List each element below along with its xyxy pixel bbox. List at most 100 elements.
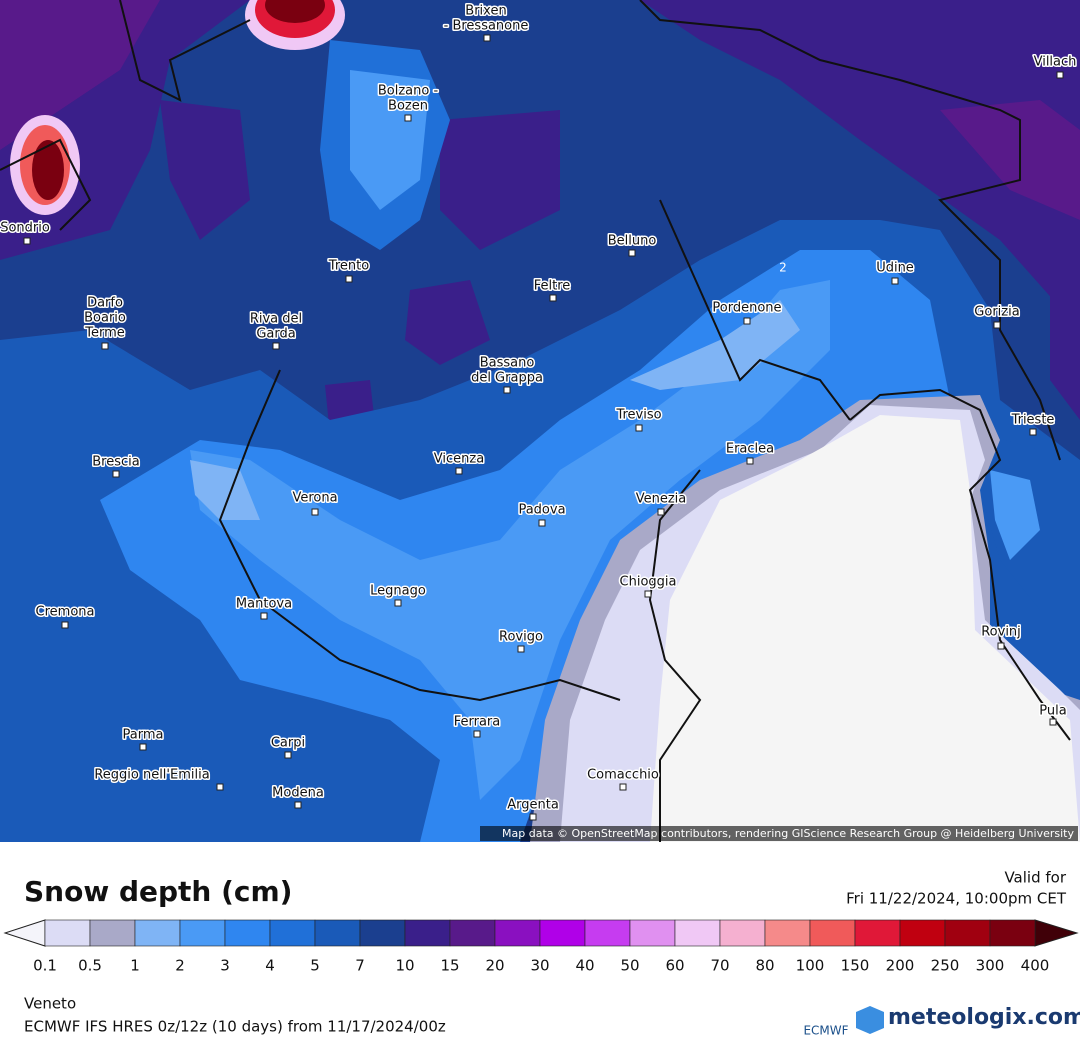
legend-tick-label: 400	[1021, 957, 1050, 975]
city-label: Eraclea	[726, 442, 774, 457]
city-marker	[101, 342, 109, 350]
map	[0, 0, 1080, 842]
title: Snow depth (cm)	[24, 875, 292, 908]
city-marker	[997, 642, 1005, 650]
city-label: Padova	[518, 503, 565, 518]
legend-tick-label: 250	[931, 957, 960, 975]
city-marker	[549, 294, 557, 302]
legend-swatch	[314, 919, 361, 947]
legend-swatch	[269, 919, 316, 947]
city-marker	[743, 317, 751, 325]
region: Veneto	[24, 995, 76, 1013]
city-marker	[112, 470, 120, 478]
city-label: Brixen	[465, 4, 506, 19]
city-label: Ferrara	[454, 715, 501, 730]
city-marker	[394, 599, 402, 607]
city-label: Comacchio	[587, 768, 659, 783]
legend-tick-label: 150	[841, 957, 870, 975]
legend-tick-label: 15	[440, 957, 459, 975]
city-label: Carpi	[271, 736, 305, 751]
city-label: Argenta	[507, 798, 559, 813]
city-marker	[628, 249, 636, 257]
city-label: del Grappa	[471, 371, 543, 386]
city-marker	[216, 783, 224, 791]
legend-tick-label: 50	[620, 957, 639, 975]
city-label: Sondrio	[0, 221, 50, 236]
legend-tick-label: 200	[886, 957, 915, 975]
city-marker	[404, 114, 412, 122]
city-marker	[517, 645, 525, 653]
city-marker	[635, 424, 643, 432]
city-label: Pordenone	[712, 301, 781, 316]
city-label: Belluno	[608, 234, 657, 249]
city-label: Terme	[84, 326, 125, 341]
city-label: Bassano	[480, 356, 535, 371]
valid-time: Fri 11/22/2024, 10:00pm CET	[846, 890, 1067, 908]
valid-label: Valid for	[1004, 869, 1066, 887]
city-marker	[483, 34, 491, 42]
legend-swatch	[449, 919, 496, 947]
borders	[0, 0, 1071, 842]
city-label: Legnago	[370, 584, 426, 599]
city-marker	[503, 386, 511, 394]
legend-tick-label: 80	[755, 957, 774, 975]
brand-icon	[856, 1006, 884, 1034]
legend-swatch	[764, 919, 811, 947]
city-label: Rovigo	[499, 630, 543, 645]
legend-tick-label: 5	[310, 957, 320, 975]
legend-tick-label: 2	[175, 957, 185, 975]
legend: 0.1 0.5 1 2 3 4 5 7 10 15 20 30 40 50 60 70 80 100 150 200 2…	[3, 919, 1079, 975]
city-label: Treviso	[615, 408, 661, 423]
city-marker	[455, 467, 463, 475]
legend-tick-label: 20	[485, 957, 504, 975]
city-label: Cremona	[36, 605, 95, 620]
city-label: Gorizia	[974, 305, 1019, 320]
city-marker	[1049, 718, 1057, 726]
city-label: Reggio nell'Emilia	[94, 768, 209, 783]
city-label: Riva del	[250, 312, 302, 327]
city-marker	[272, 342, 280, 350]
legend-swatch	[584, 919, 631, 947]
legend-swatch	[539, 919, 586, 947]
city-marker	[619, 783, 627, 791]
city-label: Villach	[1034, 55, 1077, 70]
legend-tick-label: 70	[710, 957, 729, 975]
city-label: Rovinj	[981, 625, 1021, 640]
city-label: Bolzano -	[378, 84, 439, 99]
model: ECMWF IFS HRES 0z/12z (10 days) from 11/…	[24, 1018, 446, 1036]
city-label: Pula	[1039, 704, 1066, 719]
attribution-bg	[480, 826, 1078, 841]
city-label: Boario	[84, 311, 126, 326]
city-marker	[891, 277, 899, 285]
legend-swatch	[134, 919, 181, 947]
city-label: Garda	[256, 327, 295, 342]
legend-tick-label: 3	[220, 957, 230, 975]
legend-swatch	[674, 919, 721, 947]
city-label: Chioggia	[620, 575, 677, 590]
city-label: Trieste	[1011, 413, 1055, 428]
city-label: - Bressanone	[444, 19, 529, 34]
city-label: Feltre	[534, 279, 571, 294]
city-label: Udine	[876, 261, 914, 276]
legend-tick-label: 60	[665, 957, 684, 975]
city-label: Trento	[328, 259, 369, 274]
city-label: Brescia	[92, 455, 139, 470]
city-marker	[311, 508, 319, 516]
legend-swatch	[629, 919, 676, 947]
ecmwf-logo: ECMWF	[803, 1024, 848, 1038]
legend-tick-label: 7	[355, 957, 365, 975]
city-marker	[1056, 71, 1064, 79]
legend-swatch	[359, 919, 406, 947]
city-marker	[1029, 428, 1037, 436]
city-label: Verona	[292, 491, 337, 506]
legend-swatch	[44, 919, 91, 947]
city-marker	[473, 730, 481, 738]
city-marker	[345, 275, 353, 283]
contour-label: 2	[779, 261, 787, 275]
legend-tick-label: 100	[796, 957, 825, 975]
city-label: Venezia	[636, 492, 687, 507]
legend-swatch	[944, 919, 991, 947]
city-label: Parma	[123, 728, 164, 743]
